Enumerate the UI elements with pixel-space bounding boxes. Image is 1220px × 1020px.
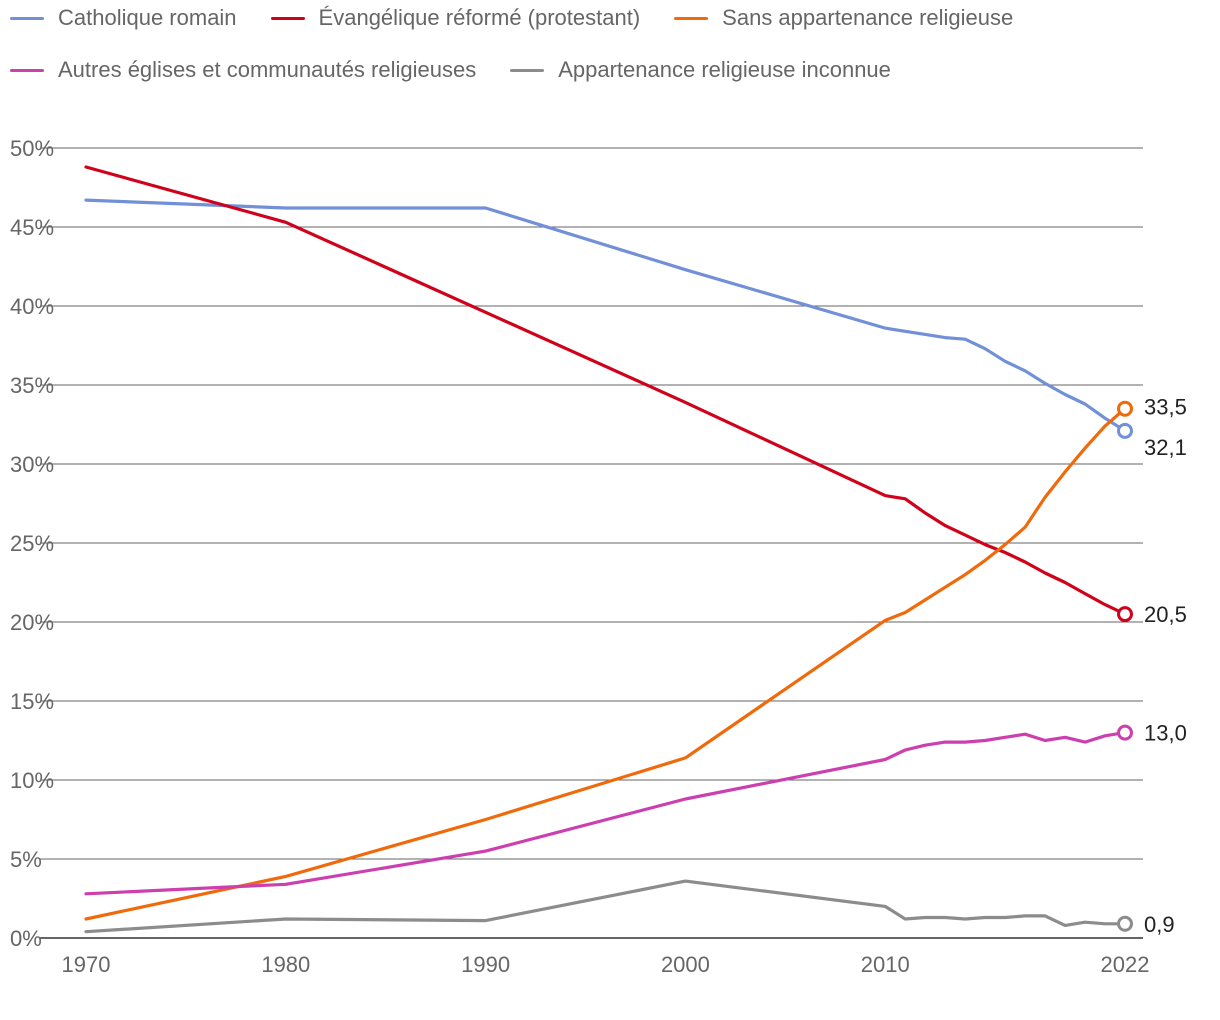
legend-swatch-catholique: [10, 16, 44, 20]
legend-swatch-autres: [10, 68, 44, 72]
y-tick-label-15: 15%: [10, 689, 54, 714]
x-tick-label-1970: 1970: [62, 952, 111, 977]
end-marker-autres-eglises-et-communautes-religieuses: [1117, 724, 1133, 741]
end-marker-catholique-romain: [1117, 422, 1133, 439]
series-layer: [84, 165, 1133, 934]
legend-item-sans-appartenance[interactable]: Sans appartenance religieuse: [674, 5, 1013, 31]
legend-swatch-sans-appartenance: [674, 16, 709, 20]
end-marker-sans-appartenance-religieuse: [1117, 400, 1133, 417]
legend-row-2: Autres églises et communautés religieuse…: [10, 56, 1200, 84]
legend-row-1: Catholique romain Évangélique réformé (p…: [10, 4, 1200, 32]
y-tick-label-35: 35%: [10, 373, 54, 398]
y-tick-label-50: 50%: [10, 136, 54, 161]
legend-label-evangelique: Évangélique réformé (protestant): [318, 5, 641, 30]
series-line-catholique-romain[interactable]: [84, 198, 1127, 433]
series-line-evangelique-reforme-protestant[interactable]: [84, 165, 1127, 616]
y-tick-label-20: 20%: [10, 610, 54, 635]
y-axis-ticks: 0% 5% 10% 15% 20% 25% 30% 35% 40% 45% 50%: [10, 136, 54, 951]
y-tick-label-5: 5%: [10, 847, 42, 872]
end-marker-evangelique-reforme-protestant: [1117, 606, 1133, 623]
x-tick-label-2010: 2010: [861, 952, 910, 977]
end-label-evangelique-reforme-protestant: 20,5: [1144, 602, 1187, 627]
series-line-autres-eglises-et-communautes-religieuses[interactable]: [84, 730, 1127, 896]
x-tick-label-1990: 1990: [461, 952, 510, 977]
y-tick-label-45: 45%: [10, 215, 54, 240]
legend-label-sans-appartenance: Sans appartenance religieuse: [722, 5, 1014, 30]
series-line-appartenance-religieuse-inconnue[interactable]: [84, 879, 1127, 934]
end-label-sans-appartenance-religieuse: 33,5: [1144, 395, 1187, 420]
legend-item-evangelique[interactable]: Évangélique réformé (protestant): [270, 5, 641, 31]
legend-item-catholique[interactable]: Catholique romain: [10, 5, 237, 31]
y-tick-label-40: 40%: [10, 294, 54, 319]
legend-item-autres[interactable]: Autres églises et communautés religieuse…: [10, 57, 476, 83]
legend-swatch-inconnue: [510, 68, 545, 72]
end-label-autres-eglises-et-communautes-religieuses: 13,0: [1144, 721, 1187, 746]
end-label-catholique-romain: 32,1: [1144, 435, 1187, 460]
end-marker-appartenance-religieuse-inconnue: [1117, 915, 1133, 932]
series-line-sans-appartenance-religieuse[interactable]: [84, 407, 1127, 921]
legend-label-inconnue: Appartenance religieuse inconnue: [558, 57, 891, 82]
legend-item-inconnue[interactable]: Appartenance religieuse inconnue: [510, 57, 891, 83]
y-tick-label-30: 30%: [10, 452, 54, 477]
y-tick-label-25: 25%: [10, 531, 54, 556]
legend-swatch-evangelique: [270, 16, 305, 20]
y-tick-label-10: 10%: [10, 768, 54, 793]
x-tick-label-2000: 2000: [661, 952, 710, 977]
grid-layer: [40, 147, 1143, 939]
legend-label-autres: Autres églises et communautés religieuse…: [58, 57, 477, 82]
x-tick-label-2022: 2022: [1101, 952, 1150, 977]
legend-label-catholique: Catholique romain: [58, 5, 237, 30]
x-axis-ticks: 1970 1980 1990 2000 2010 2022: [62, 952, 1150, 977]
chart-legend: Catholique romain Évangélique réformé (p…: [10, 4, 1200, 108]
x-tick-label-1980: 1980: [261, 952, 310, 977]
end-label-appartenance-religieuse-inconnue: 0,9: [1144, 912, 1175, 937]
y-tick-label-0: 0%: [10, 926, 42, 951]
end-labels: 32,1 20,5 33,5 13,0 0,9: [1144, 395, 1187, 937]
